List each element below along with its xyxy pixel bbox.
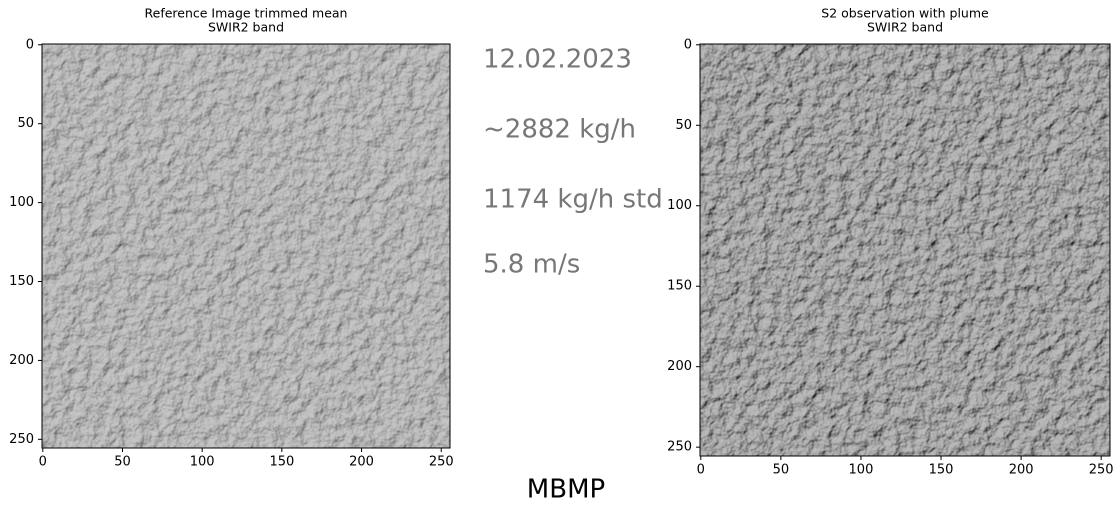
x-tick-label: 200 <box>1009 463 1034 478</box>
annotation: 12.02.2023 <box>483 45 632 75</box>
y-tick-label: 200 <box>667 359 692 374</box>
y-tick-label: 250 <box>667 440 692 455</box>
y-tick-label: 250 <box>9 432 34 447</box>
annotation: ~2882 kg/h <box>483 115 636 145</box>
x-tick-label: 250 <box>1089 463 1114 478</box>
axes-frame <box>41 43 451 449</box>
x-tick-label: 100 <box>190 455 215 470</box>
y-tick-label: 0 <box>26 37 34 52</box>
x-tick-label: 200 <box>349 455 374 470</box>
y-tick-label: 150 <box>9 274 34 289</box>
panel-title: S2 observation with plume <box>821 6 989 21</box>
panel-title: Reference Image trimmed mean <box>145 6 348 21</box>
annotation: 5.8 m/s <box>483 250 580 280</box>
x-tick-label: 150 <box>929 463 954 478</box>
y-tick-label: 150 <box>667 279 692 294</box>
axes-frame <box>699 43 1111 457</box>
y-tick-label: 50 <box>17 116 34 131</box>
y-tick-label: 100 <box>667 198 692 213</box>
panel-subtitle: SWIR2 band <box>208 20 284 35</box>
x-tick-label: 250 <box>429 455 454 470</box>
annotation: 1174 kg/h std <box>483 185 663 215</box>
x-tick-label: 0 <box>697 463 705 478</box>
x-tick-label: 0 <box>39 455 47 470</box>
x-tick-label: 100 <box>849 463 874 478</box>
y-tick-label: 200 <box>9 353 34 368</box>
x-tick-label: 50 <box>773 463 790 478</box>
y-tick-label: 0 <box>684 37 692 52</box>
x-tick-label: 150 <box>269 455 294 470</box>
panel-subtitle: SWIR2 band <box>867 20 943 35</box>
image <box>42 44 450 448</box>
y-tick-label: 50 <box>675 118 692 133</box>
y-tick-label: 100 <box>9 195 34 210</box>
caption: MBMP <box>527 475 605 504</box>
image <box>700 44 1110 456</box>
x-tick-label: 50 <box>114 455 131 470</box>
